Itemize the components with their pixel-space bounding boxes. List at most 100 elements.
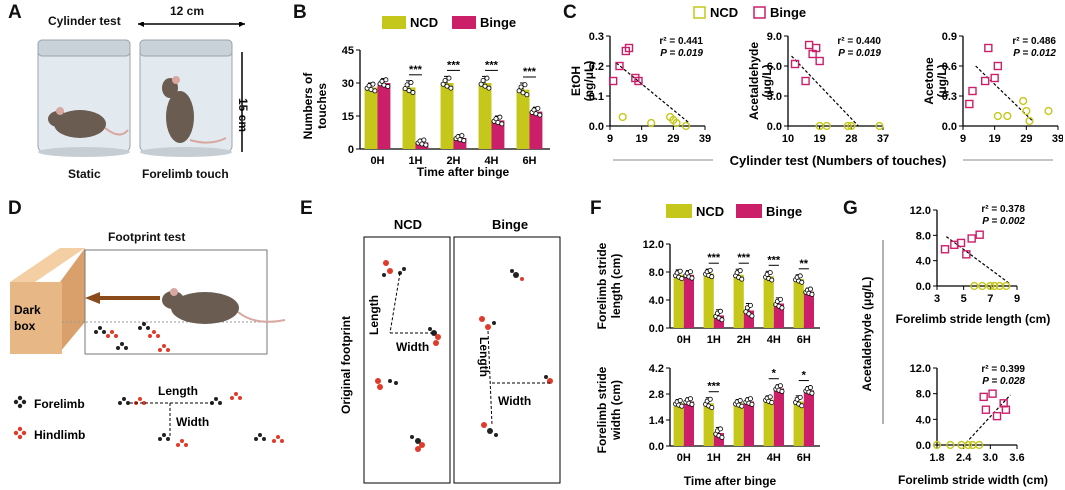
data-point — [687, 396, 693, 402]
ncd-footprint-marks — [375, 260, 441, 452]
chart-c-ylabel-unit: (μg/L) — [760, 64, 774, 97]
mouse-rearing-icon — [162, 76, 227, 144]
y-tick-label: 0.0 — [916, 281, 931, 293]
x-tick-label: 1H — [408, 155, 422, 167]
r-squared-label: r² = 0.441 — [659, 36, 703, 47]
significance-stars: * — [802, 370, 807, 382]
data-point — [767, 394, 773, 400]
panel-letter-a: A — [8, 2, 22, 23]
data-point — [480, 77, 486, 83]
x-tick-label: 28 — [845, 133, 857, 145]
data-point — [777, 383, 783, 389]
data-point — [777, 296, 783, 302]
x-tick-label: 39 — [1052, 133, 1063, 145]
data-point — [446, 75, 452, 81]
binge-print-frame — [453, 236, 561, 484]
y-tick-label: 45 — [342, 45, 354, 57]
data-point — [461, 138, 467, 144]
y-tick-label: 0 — [348, 144, 354, 156]
ncd-print-frame — [363, 236, 451, 484]
ncd-point — [1025, 116, 1034, 126]
data-point — [807, 286, 813, 292]
x-tick-label: 2.4 — [956, 452, 972, 464]
dark-box-top — [10, 248, 85, 282]
r-squared-label: r² = 0.399 — [981, 364, 1025, 375]
x-tick-label: 9 — [960, 133, 966, 145]
y-tick-label: 8.0 — [649, 267, 664, 279]
x-tick-label: 1H — [707, 452, 721, 464]
panel-a-title: Cylinder test — [48, 14, 121, 28]
bar-ncd — [733, 274, 744, 328]
data-point — [520, 90, 526, 96]
ncd-point — [822, 121, 831, 131]
binge-point — [967, 234, 976, 243]
hindlimb-print-icon — [13, 426, 27, 440]
data-point — [518, 84, 524, 90]
binge-point — [950, 240, 959, 250]
dark-box-front — [10, 282, 62, 354]
bar-ncd — [673, 274, 684, 328]
chart-g-ylabel: Acetaldehyde (μg/L) — [860, 277, 874, 392]
significance-stars: *** — [767, 254, 781, 266]
ncd-point — [843, 121, 852, 131]
y-tick-label: 0.0 — [589, 121, 604, 133]
data-point — [406, 88, 412, 94]
legend-binge-marker — [753, 6, 766, 19]
significance-stars: *** — [707, 252, 721, 264]
y-tick-label: 0.0 — [649, 441, 664, 453]
chart-b-ylabel-1: Numbers of — [301, 72, 315, 140]
bar-binge — [803, 291, 814, 328]
binge-width-label: Width — [498, 394, 531, 408]
chart-b-ylabel-2: touches — [315, 83, 329, 129]
y-tick-label: 8.0 — [916, 230, 931, 242]
significance-stars: *** — [523, 66, 537, 78]
x-tick-label: 39 — [699, 133, 711, 145]
data-point — [486, 85, 492, 91]
x-tick-label: 4H — [484, 155, 498, 167]
chart-c-ylabel: Acetaldehyde — [747, 42, 761, 120]
y-tick-label: 4.0 — [916, 414, 931, 426]
chart-g-bottom-xlabel: Forelimb stride width (cm) — [898, 473, 1048, 487]
panel-letter-f: F — [590, 198, 602, 219]
data-point — [677, 268, 683, 274]
bar-ncd — [703, 403, 714, 446]
data-point — [739, 276, 745, 282]
data-point — [372, 88, 378, 94]
data-point — [440, 81, 446, 87]
data-point — [482, 83, 488, 89]
data-point — [370, 81, 376, 87]
x-tick-label: 7 — [987, 293, 993, 305]
mouse-static-icon — [48, 107, 129, 138]
data-point — [769, 277, 775, 283]
chart-f-stride: NCD Binge Forelimb stride length (cm) Fo… — [595, 204, 820, 488]
cylinder-left — [37, 39, 131, 157]
binge-length-label: Length — [477, 337, 491, 377]
x-tick-label: 29 — [667, 133, 679, 145]
x-tick-label: 10 — [782, 133, 794, 145]
significance-stars: *** — [707, 381, 721, 393]
p-value-label: P = 0.012 — [1013, 48, 1056, 59]
binge-point — [980, 76, 990, 86]
y-tick-label: 0.6 — [942, 61, 957, 73]
bar-binge — [713, 433, 724, 446]
data-point — [524, 92, 530, 98]
panel-letter-d: D — [8, 198, 22, 219]
dark-box-label-1: Dark — [14, 303, 41, 317]
binge-point — [990, 73, 999, 83]
ncd-point — [1003, 111, 1012, 121]
legend-ncd-swatch — [382, 16, 406, 29]
original-footprint-label: Original footprint — [339, 316, 353, 414]
significance-stars: * — [772, 368, 777, 380]
y-tick-label: 0.3 — [942, 91, 957, 103]
binge-point — [992, 411, 1002, 421]
bar-binge — [773, 388, 784, 446]
bar-binge — [773, 303, 784, 328]
forelimb-print-icon — [13, 395, 27, 409]
chart-b-xlabel: Time after binge — [417, 165, 510, 179]
y-tick-label: 0.0 — [649, 323, 664, 335]
data-point — [404, 82, 410, 88]
bar-binge — [529, 111, 543, 149]
legend-binge-swatch — [452, 16, 476, 29]
data-point — [687, 269, 693, 275]
data-point — [797, 394, 803, 400]
